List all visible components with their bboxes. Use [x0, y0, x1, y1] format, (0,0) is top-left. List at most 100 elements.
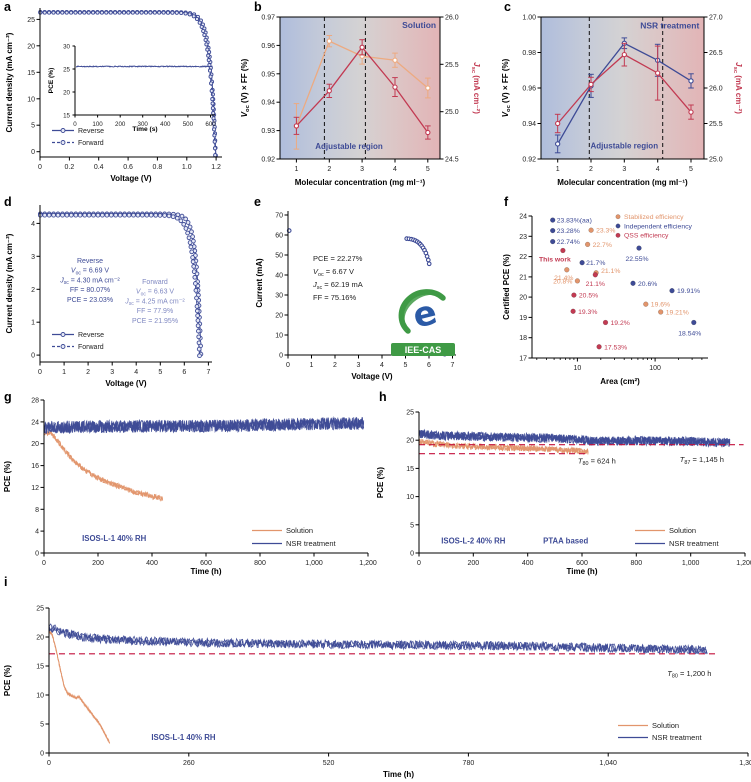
svg-text:6: 6	[427, 362, 431, 369]
panel-label-f: f	[504, 195, 509, 209]
svg-text:0: 0	[417, 560, 421, 567]
svg-text:1: 1	[31, 320, 35, 327]
svg-text:Independent efficiency: Independent efficiency	[624, 223, 692, 230]
svg-text:0: 0	[31, 353, 35, 360]
svg-text:Current density (mA cm⁻²): Current density (mA cm⁻²)	[5, 233, 14, 333]
svg-text:0.94: 0.94	[261, 100, 275, 107]
svg-text:Solution: Solution	[669, 526, 696, 535]
svg-text:This work: This work	[539, 257, 571, 264]
svg-text:260: 260	[183, 760, 195, 767]
svg-text:Voltage (V): Voltage (V)	[105, 379, 147, 388]
svg-text:1: 1	[556, 166, 560, 173]
svg-text:8: 8	[35, 507, 39, 514]
svg-text:20: 20	[36, 635, 44, 642]
svg-text:Solution: Solution	[402, 20, 436, 30]
svg-text:Reverse: Reverse	[77, 258, 103, 265]
svg-text:0.98: 0.98	[522, 50, 536, 57]
svg-text:30: 30	[275, 293, 283, 300]
svg-text:12: 12	[31, 485, 39, 492]
svg-text:Voltage (V): Voltage (V)	[351, 372, 393, 381]
svg-text:6: 6	[182, 369, 186, 376]
svg-text:25: 25	[63, 67, 70, 74]
svg-text:19.3%: 19.3%	[578, 309, 597, 316]
svg-text:Jsc = 4.25 mA cm⁻²: Jsc = 4.25 mA cm⁻²	[124, 298, 185, 307]
svg-text:1,300: 1,300	[739, 760, 751, 767]
svg-text:T80 = 624 h: T80 = 624 h	[578, 456, 616, 467]
svg-text:19.21%: 19.21%	[666, 310, 689, 317]
svg-text:0: 0	[279, 353, 283, 360]
svg-text:20: 20	[275, 313, 283, 320]
svg-text:21.1%: 21.1%	[601, 268, 620, 275]
svg-text:T80 = 1,200 h: T80 = 1,200 h	[667, 669, 711, 680]
svg-text:4: 4	[656, 166, 660, 173]
svg-text:20.6%: 20.6%	[638, 281, 657, 288]
svg-text:3: 3	[110, 369, 114, 376]
svg-text:ISOS-L-1 40% RH: ISOS-L-1 40% RH	[151, 733, 215, 742]
svg-text:20: 20	[27, 43, 35, 50]
panel-e: e 0 1 2 3 4 5 6 7 0 10 20 30 40 50 60 70 Voltage (V) Curr…	[250, 195, 500, 390]
svg-text:Molecular concentration (mg ml: Molecular concentration (mg ml⁻¹)	[295, 178, 426, 187]
svg-text:Adjustable region: Adjustable region	[315, 142, 383, 151]
svg-text:24: 24	[519, 214, 527, 221]
svg-text:600: 600	[576, 560, 588, 567]
svg-text:0: 0	[73, 121, 77, 128]
svg-text:Adjustable region: Adjustable region	[591, 142, 659, 151]
svg-text:25.5: 25.5	[709, 121, 723, 128]
certified-pce-area-chart: 23.83%(aa) 23.28% 22.74% 22.55% 21.7% 20.6% 19…	[502, 214, 708, 386]
svg-text:e: e	[409, 292, 441, 336]
svg-text:20: 20	[406, 438, 414, 445]
svg-text:600: 600	[205, 121, 216, 128]
svg-text:0: 0	[38, 369, 42, 376]
svg-text:21.4%: 21.4%	[554, 275, 573, 282]
svg-text:1,000: 1,000	[682, 560, 700, 567]
svg-text:400: 400	[160, 121, 171, 128]
svg-text:1: 1	[62, 369, 66, 376]
svg-text:Stabilized efficiency: Stabilized efficiency	[624, 214, 684, 221]
svg-text:5: 5	[689, 166, 693, 173]
svg-text:1.00: 1.00	[522, 15, 536, 22]
svg-text:1.2: 1.2	[211, 164, 221, 171]
panel-label-d: d	[4, 195, 12, 209]
svg-text:200: 200	[467, 560, 479, 567]
svg-text:25.5: 25.5	[445, 62, 459, 69]
svg-text:10: 10	[574, 365, 582, 372]
iee-cas-logo: e IEE-CAS	[391, 289, 455, 356]
svg-text:400: 400	[146, 560, 158, 567]
panel-label-e: e	[254, 195, 261, 209]
svg-text:25.0: 25.0	[709, 157, 723, 164]
svg-text:17: 17	[519, 356, 527, 363]
svg-text:PCE (%): PCE (%)	[48, 68, 55, 94]
svg-text:40: 40	[275, 273, 283, 280]
svg-text:Current density (mA cm⁻²): Current density (mA cm⁻²)	[5, 32, 14, 132]
svg-text:20.8%: 20.8%	[553, 278, 572, 285]
svg-text:0: 0	[35, 551, 39, 558]
svg-text:Time (h): Time (h)	[567, 567, 598, 576]
panel-label-a: a	[4, 0, 11, 14]
svg-text:0: 0	[38, 164, 42, 171]
svg-text:70: 70	[275, 213, 283, 220]
svg-text:2: 2	[86, 369, 90, 376]
svg-text:19: 19	[519, 315, 527, 322]
svg-text:1.0: 1.0	[182, 164, 192, 171]
svg-text:3: 3	[31, 254, 35, 261]
svg-text:18.54%: 18.54%	[678, 331, 701, 338]
svg-text:2: 2	[327, 166, 331, 173]
svg-text:1,200: 1,200	[359, 560, 377, 567]
panel-label-c: c	[504, 0, 511, 14]
module-jv-chart: 0 1 2 3 4 5 6 7 0 1 2 3 4 Voltage (V) Current density …	[5, 205, 212, 388]
svg-text:520: 520	[323, 760, 335, 767]
svg-text:3: 3	[360, 166, 364, 173]
svg-text:5: 5	[410, 522, 414, 529]
svg-text:21: 21	[519, 274, 527, 281]
svg-text:Current (mA): Current (mA)	[255, 258, 264, 308]
svg-text:22: 22	[519, 254, 527, 261]
svg-text:0.92: 0.92	[261, 157, 275, 164]
svg-text:20: 20	[519, 295, 527, 302]
svg-text:25: 25	[406, 410, 414, 417]
svg-text:Forward: Forward	[142, 279, 168, 286]
svg-text:25: 25	[36, 606, 44, 613]
svg-text:5: 5	[426, 166, 430, 173]
svg-text:4: 4	[134, 369, 138, 376]
svg-text:0.94: 0.94	[522, 121, 536, 128]
svg-text:2: 2	[31, 287, 35, 294]
